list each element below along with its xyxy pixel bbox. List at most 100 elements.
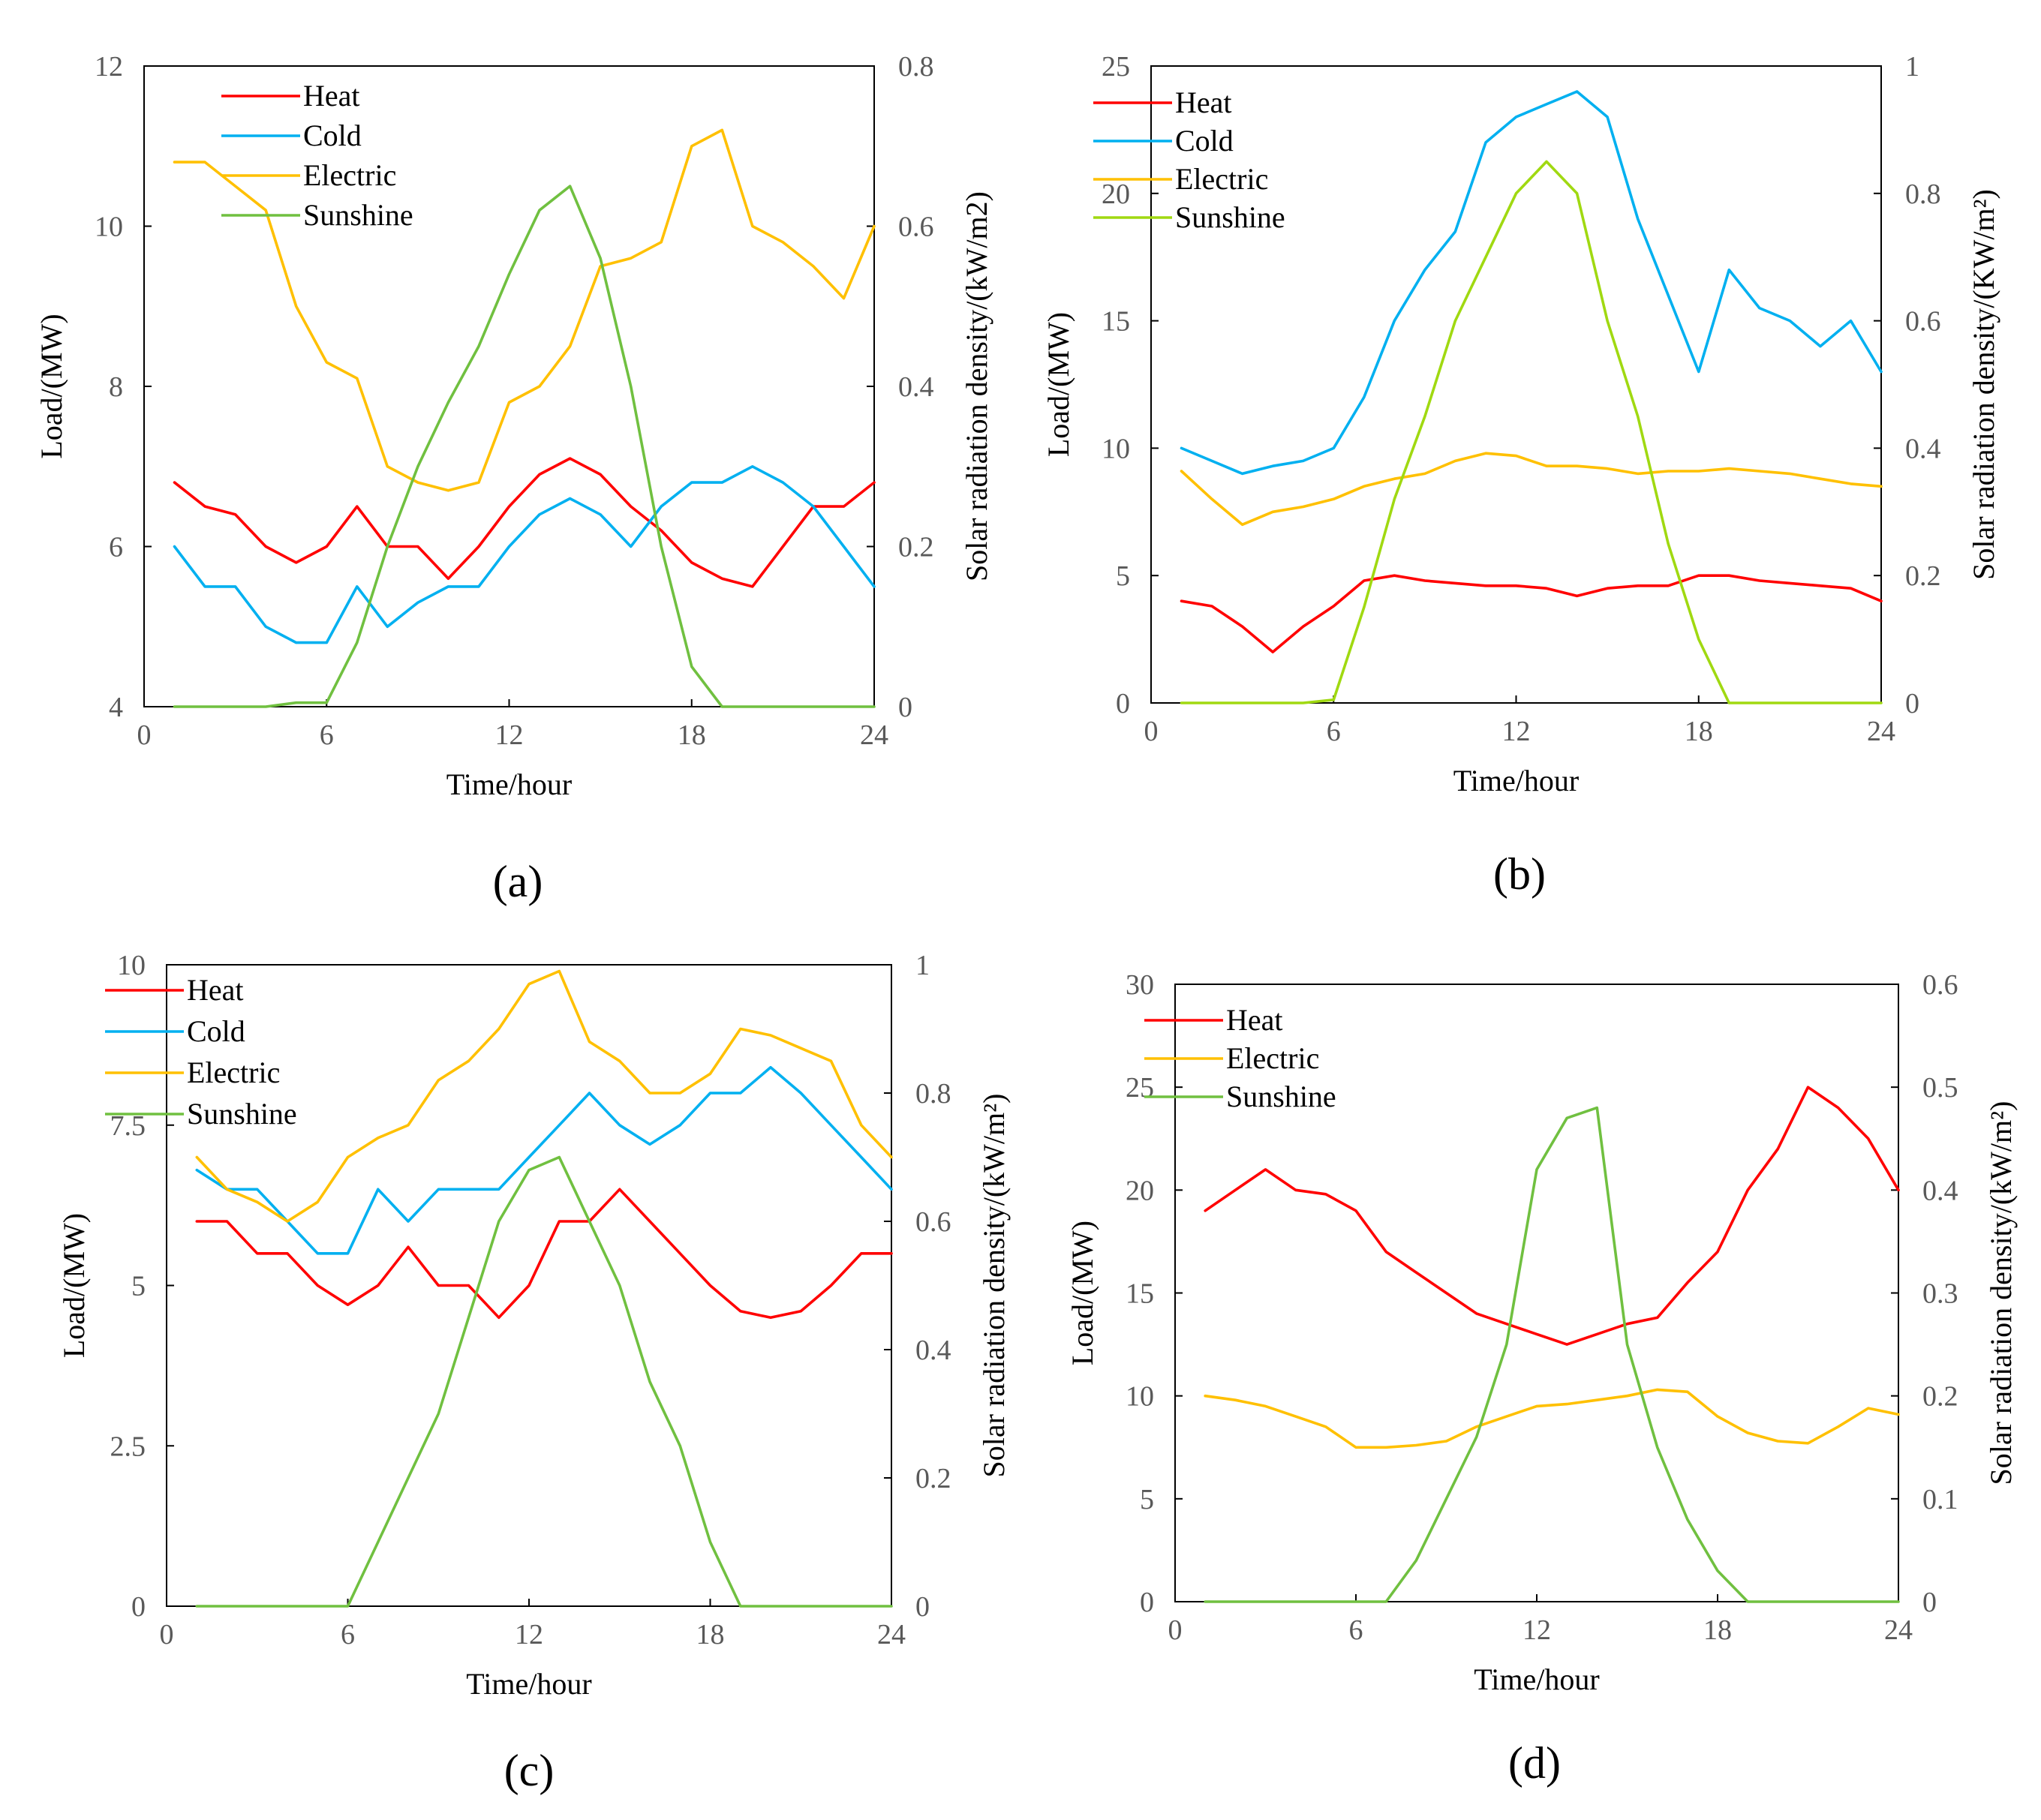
y2-tick-label: 0.3 — [1922, 1278, 1958, 1310]
y-tick-label: 12 — [95, 51, 123, 83]
series-line-electric — [1180, 452, 1883, 527]
y-axis-label: Load/(MW) — [1066, 1221, 1099, 1365]
y-tick-label: 5 — [131, 1271, 146, 1302]
legend-label-electric: Electric — [1226, 1041, 1319, 1075]
legend: Heat Cold Electric Sunshine — [105, 973, 297, 1131]
x-axis-label: Time/hour — [446, 767, 572, 801]
legend-label-sunshine: Sunshine — [1175, 200, 1285, 234]
y2-tick-label: 0.6 — [1922, 969, 1958, 1001]
legend: Heat Electric Sunshine — [1144, 1003, 1336, 1113]
x-tick-label: 12 — [1502, 716, 1531, 747]
y2-tick-label: 0.2 — [1905, 560, 1941, 592]
y2-tick-label: 0.6 — [915, 1206, 951, 1238]
y2-tick-label: 0.2 — [915, 1463, 951, 1494]
series-line-cold — [195, 1066, 893, 1255]
legend-label-cold: Cold — [187, 1014, 245, 1048]
series-line-cold — [1180, 90, 1883, 476]
x-tick-label: 0 — [160, 1619, 174, 1650]
legend-label-heat: Heat — [1175, 86, 1232, 119]
y-axis-label: Load/(MW) — [57, 1213, 91, 1358]
legend-label-cold: Cold — [303, 119, 362, 152]
y-tick-label: 10 — [1102, 433, 1130, 464]
legend-label-electric: Electric — [303, 158, 396, 192]
legend-label-sunshine: Sunshine — [303, 198, 413, 232]
panel-label: (d) — [1508, 1738, 1561, 1788]
y2-tick-label: 0.5 — [1922, 1072, 1958, 1104]
series-line-cold — [173, 464, 876, 644]
y2-axis-label: Solar radiation density/(KW/m²) — [1967, 189, 2000, 580]
x-tick-label: 18 — [696, 1619, 725, 1650]
x-tick-label: 24 — [1867, 716, 1895, 747]
y2-tick-label: 0.6 — [1905, 306, 1941, 338]
y2-tick-label: 0.8 — [915, 1078, 951, 1110]
y-tick-label: 20 — [1102, 179, 1130, 210]
legend-label-heat: Heat — [187, 973, 244, 1007]
y-axis-label: Load/(MW) — [35, 314, 68, 458]
y2-tick-label: 0.2 — [898, 532, 934, 563]
panel-label: (c) — [504, 1746, 555, 1795]
x-tick-label: 6 — [320, 719, 334, 751]
x-tick-label: 24 — [1884, 1614, 1913, 1646]
y2-tick-label: 0.2 — [1922, 1381, 1958, 1413]
y-tick-label: 5 — [1116, 560, 1130, 592]
panel-c: 0 6 12 18 2402.557.51000.20.40.60.81Time/hou… — [57, 950, 1011, 1795]
panel-d: 0 6 12 18 24 0 5 10 15 20 25 30 0 0.1 0.2 0.3 0.4 0.5 0.6 T… — [1066, 969, 2018, 1788]
y-tick-label: 10 — [95, 212, 123, 243]
legend-label-heat: Heat — [303, 79, 360, 113]
x-tick-label: 24 — [860, 719, 888, 751]
y2-tick-label: 0 — [1905, 688, 1919, 719]
x-tick-label: 12 — [1522, 1614, 1551, 1646]
x-tick-label: 18 — [1685, 716, 1713, 747]
y-tick-label: 15 — [1102, 306, 1130, 338]
x-tick-label: 0 — [1144, 716, 1159, 747]
y-tick-label: 10 — [117, 950, 146, 981]
y2-tick-label: 0.4 — [915, 1335, 951, 1366]
legend-label-cold: Cold — [1175, 124, 1234, 158]
x-tick-label: 6 — [1327, 716, 1341, 747]
series-line-sunshine — [1204, 1106, 1900, 1603]
y2-tick-label: 0 — [915, 1591, 930, 1623]
y2-tick-label: 0.4 — [1922, 1175, 1958, 1206]
legend: Heat Cold Electric Sunshine — [1093, 86, 1285, 234]
y-tick-label: 4 — [109, 692, 123, 723]
x-axis-label: Time/hour — [1453, 764, 1579, 797]
y2-tick-label: 0.8 — [898, 51, 934, 83]
y-tick-label: 5 — [1140, 1484, 1154, 1515]
panel-a: 0 6 12 18 24 4 6 8 10 12 0 0.2 0.4 0.6 0.8 Time/hour Loa… — [35, 51, 993, 906]
series-line-heat — [173, 457, 876, 588]
series-line-electric — [173, 128, 876, 492]
panel-label: (b) — [1493, 849, 1546, 899]
x-tick-label: 0 — [1168, 1614, 1183, 1646]
series-line-heat — [1204, 1086, 1900, 1346]
y2-tick-label: 1 — [1905, 51, 1919, 83]
plot-frame — [1174, 984, 1899, 1602]
legend: Heat Cold Electric Sunshine — [221, 79, 413, 232]
y-axis-label: Load/(MW) — [1042, 312, 1075, 457]
series-line-heat — [195, 1188, 893, 1320]
legend-label-electric: Electric — [1175, 162, 1268, 196]
y-tick-label: 0 — [1140, 1587, 1154, 1618]
y2-tick-label: 1 — [915, 950, 930, 981]
y-tick-label: 15 — [1126, 1278, 1154, 1310]
y-tick-label: 25 — [1102, 51, 1130, 83]
y2-tick-label: 0.4 — [898, 371, 934, 403]
y-tick-label: 25 — [1126, 1072, 1154, 1104]
y-tick-label: 0 — [131, 1591, 146, 1623]
series-line-electric — [195, 969, 893, 1223]
y2-axis-label: Solar radiation density/(kW/m2) — [960, 191, 993, 581]
panel-b: 0 6 12 18 24 0 5 10 15 20 25 0 0.2 0.4 0.6 0.8 1 Time/hou… — [1042, 51, 2000, 899]
y-tick-label: 6 — [109, 532, 123, 563]
y-tick-label: 30 — [1126, 969, 1154, 1001]
y-tick-label: 8 — [109, 371, 123, 403]
panel-label: (a) — [493, 857, 543, 906]
x-tick-label: 6 — [1349, 1614, 1363, 1646]
legend-label-sunshine: Sunshine — [187, 1097, 297, 1131]
x-tick-label: 0 — [137, 719, 152, 751]
y2-tick-label: 0.8 — [1905, 179, 1941, 210]
y2-tick-label: 0 — [1922, 1587, 1937, 1618]
x-tick-label: 12 — [495, 719, 524, 751]
y2-tick-label: 0 — [898, 692, 912, 723]
y2-tick-label: 0.4 — [1905, 433, 1941, 464]
y-tick-label: 2.5 — [110, 1431, 146, 1462]
x-tick-label: 12 — [515, 1619, 543, 1650]
